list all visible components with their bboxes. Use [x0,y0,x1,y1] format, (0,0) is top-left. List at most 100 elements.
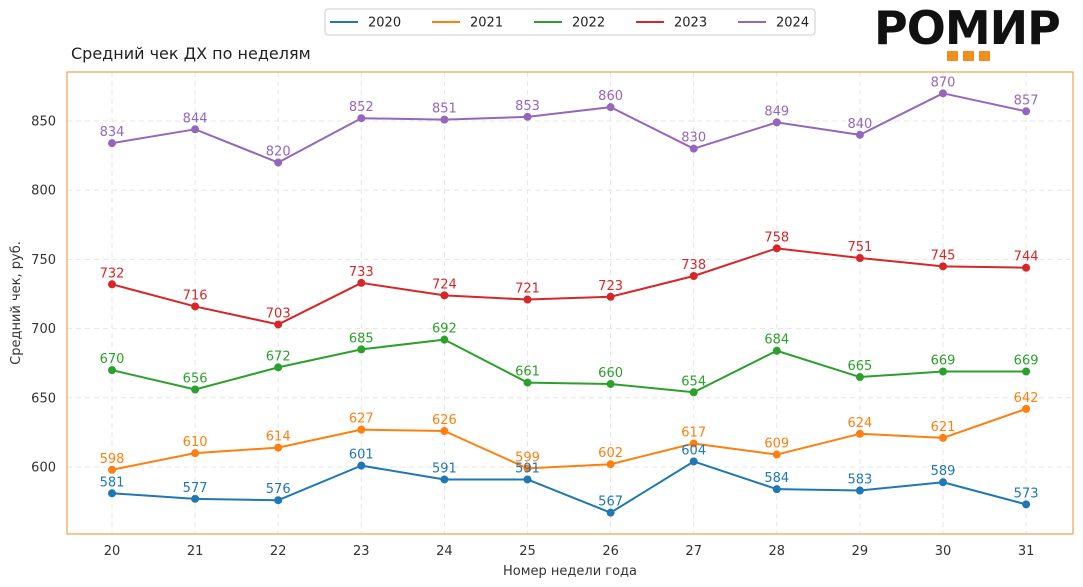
data-point [1022,404,1031,413]
logo-text: РОМИР [874,1,1060,55]
data-point [108,489,116,498]
legend-label: 2021 [470,16,503,31]
data-label: 852 [349,100,374,115]
series-2023 [108,244,1031,329]
data-point [440,475,449,484]
data-point [523,475,532,484]
series-2021 [108,404,1031,474]
x-tick-label: 27 [685,544,702,559]
data-point [939,262,947,271]
series-group [108,89,1031,517]
legend-item-2020: 2020 [330,16,401,31]
data-label: 744 [1014,250,1039,265]
data-label: 591 [432,461,457,476]
data-point [689,272,698,281]
data-point [939,89,947,98]
legend-label: 2020 [368,16,401,31]
data-label: 573 [1014,486,1039,501]
x-axis-label: Номер недели года [503,564,637,579]
data-label: 684 [764,333,789,348]
data-point [1022,367,1031,376]
data-label: 599 [515,450,540,465]
data-label: 670 [100,352,125,367]
data-point [606,103,615,112]
y-tick-label: 700 [31,322,56,337]
data-point [606,292,615,301]
data-label: 732 [100,266,125,281]
data-label: 591 [515,461,540,476]
data-label: 621 [931,420,956,435]
data-label: 576 [266,482,291,497]
data-label: 609 [764,437,789,452]
data-point [440,427,449,436]
data-point [689,457,698,466]
series-line-2020 [111,460,1027,514]
data-point [855,254,864,263]
data-point [357,345,366,354]
data-point [440,291,449,300]
data-label: 834 [100,125,125,140]
data-label: 656 [183,371,208,386]
series-2022 [108,335,1031,397]
y-axis-ticks: 600 650 700 750 800 850 [31,115,56,476]
x-tick-label: 31 [1018,544,1035,559]
data-label: 654 [681,374,706,389]
data-point [191,449,200,458]
data-point [191,302,200,311]
series-2020 [108,457,1031,517]
data-point [855,486,864,495]
data-label: 601 [349,448,374,463]
data-label: 758 [764,230,789,245]
data-point [689,144,698,153]
data-label: 642 [1014,391,1039,406]
data-point [274,158,283,167]
data-label: 849 [764,104,789,119]
data-point [440,115,449,124]
series-line-2024 [111,92,1027,164]
data-point [772,450,781,459]
romir-logo: РОМИР [874,1,1061,61]
data-point [274,496,283,505]
data-label: 604 [681,443,706,458]
data-label: 721 [515,282,540,297]
data-point [689,388,698,397]
data-point [855,130,864,139]
data-label: 853 [515,99,540,114]
legend-item-2024: 2024 [738,16,809,31]
data-point [1022,107,1031,116]
data-point [357,278,366,287]
data-point [191,125,200,134]
logo-square-1 [947,51,958,61]
data-point [1022,263,1031,272]
data-label: 581 [100,475,125,490]
data-point [274,363,283,372]
data-point [855,373,864,382]
data-label: 584 [764,471,789,486]
data-label: 716 [183,288,208,303]
data-label: 669 [931,354,956,369]
data-point [357,425,366,434]
data-point [689,439,698,448]
data-label: 840 [847,117,872,132]
data-point [191,494,200,503]
legend-label: 2024 [776,16,809,31]
plot-frame [66,71,1074,535]
series-line-2023 [111,247,1027,326]
data-label: 617 [681,425,706,440]
legend-box [324,8,816,36]
x-tick-label: 21 [187,544,204,559]
x-tick-label: 20 [104,544,121,559]
data-point [108,465,116,474]
data-point [606,460,615,469]
data-label: 672 [266,349,291,364]
series-line-2021 [111,407,1027,471]
data-point [440,335,449,344]
series-line-2022 [111,338,1027,394]
data-label: 669 [1014,354,1039,369]
data-point [772,118,781,127]
data-point [274,443,283,452]
data-label: 665 [847,359,872,374]
data-point [274,320,283,329]
data-point [191,385,200,394]
